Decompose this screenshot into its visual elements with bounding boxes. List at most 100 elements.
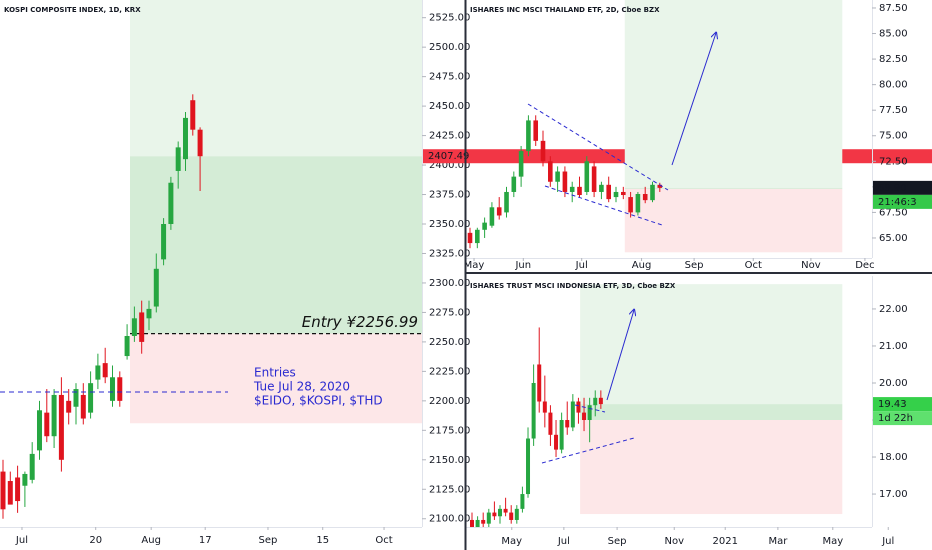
candle-body <box>628 197 633 213</box>
annotation: Tue Jul 28, 2020 <box>253 380 350 394</box>
plot <box>0 0 422 519</box>
x-tick-label: Jul <box>557 536 570 547</box>
candle-body <box>542 401 547 413</box>
countdown-box <box>873 411 932 426</box>
x-tick-label: Mar <box>768 536 788 547</box>
candle-body <box>58 394 64 460</box>
plot <box>467 0 843 253</box>
candle-body <box>599 184 604 192</box>
candle-body <box>503 508 508 513</box>
candle-body <box>29 453 35 480</box>
candle-body <box>526 438 531 495</box>
y-tick-label: 2400.00 <box>429 160 470 171</box>
countdown-box <box>873 194 932 209</box>
candle-body <box>95 365 101 380</box>
candle-body <box>514 508 519 520</box>
y-tick-label: 2475.00 <box>429 72 470 83</box>
candle-body <box>146 308 152 319</box>
plot <box>469 284 843 527</box>
candle-body <box>492 512 497 517</box>
y-tick-label: 2500.00 <box>429 42 470 53</box>
candle-body <box>576 401 581 413</box>
candle-body <box>15 477 21 502</box>
trend-line <box>527 103 669 191</box>
x-tick-label: May <box>822 536 843 547</box>
y-tick-label: 72.50 <box>879 156 908 167</box>
y-tick-label: 2450.00 <box>429 101 470 112</box>
countdown-label: 1d 22h <box>878 413 913 424</box>
y-tick-label: 17.00 <box>879 489 908 500</box>
target-zone <box>580 284 843 405</box>
candle-body <box>182 117 188 160</box>
y-tick-label: 2100.00 <box>429 514 470 525</box>
x-tick-label: 15 <box>316 535 329 546</box>
candle-body <box>109 377 115 401</box>
y-tick-label: 2350.00 <box>429 219 470 230</box>
y-tick-label: 2175.00 <box>429 425 470 436</box>
arrow <box>671 33 716 166</box>
candle-body <box>486 512 491 524</box>
x-tick-label: May <box>501 536 522 547</box>
y-tick-label: 18.00 <box>879 452 908 463</box>
x-tick-label: Jul <box>15 535 28 546</box>
x-tick-label: Dec <box>855 260 874 271</box>
candle-body <box>475 229 480 244</box>
x-tick-label: Nov <box>664 536 684 547</box>
x-tick-label: Aug <box>141 535 161 546</box>
y-tick-label: 2125.00 <box>429 484 470 495</box>
candle-body <box>582 412 587 421</box>
x-tick-label: May <box>464 260 485 271</box>
candle-body <box>554 434 559 450</box>
y-tick-label: 80.00 <box>879 80 908 91</box>
y-tick-label: 65.00 <box>879 233 908 244</box>
candle-body <box>642 194 648 201</box>
candle-body <box>161 224 167 260</box>
chart-title: ISHARES TRUST MSCI INDONESIA ETF, 3D, Cb… <box>470 282 676 290</box>
x-tick-label: 2021 <box>712 536 737 547</box>
candle-body <box>197 129 203 157</box>
y-tick-label: 82.50 <box>879 54 908 65</box>
y-tick-label: 67.50 <box>879 207 908 218</box>
y-tick-label: 2150.00 <box>429 455 470 466</box>
candle-body <box>0 471 6 510</box>
candle-body <box>22 473 28 486</box>
profit-zone <box>624 187 843 189</box>
stop-zone <box>624 188 843 253</box>
candle-body <box>635 194 641 213</box>
candle-body <box>509 512 514 520</box>
countdown-label: 21:46:3 <box>878 197 917 208</box>
last-price-label: 69.90 <box>878 183 907 194</box>
candle-body <box>36 410 42 451</box>
y-tick-label: 21.00 <box>879 341 908 352</box>
candle-body <box>621 191 626 196</box>
x-tick-label: 20 <box>89 535 102 546</box>
x-tick-label: Nov <box>801 260 821 271</box>
candle-body <box>73 389 79 407</box>
candle-body <box>613 191 619 198</box>
candle-body <box>168 182 174 225</box>
candle-body <box>80 394 86 419</box>
last-price-box <box>873 180 932 195</box>
candle-body <box>498 508 503 517</box>
x-tick-label: Sep <box>259 535 278 546</box>
y-tick-label: 2300.00 <box>429 278 470 289</box>
y-tick-label: 85.00 <box>879 29 908 40</box>
candle-body <box>481 519 486 524</box>
candle-body <box>593 397 598 406</box>
chart-title: KOSPI COMPOSITE INDEX, 1D, KRX <box>4 6 141 14</box>
candle-body <box>587 405 592 421</box>
candle-body <box>88 383 94 413</box>
candle-body <box>467 232 473 244</box>
profit-zone <box>580 404 843 421</box>
stop-zone <box>580 420 843 515</box>
candle-body <box>504 191 509 213</box>
candle-body <box>482 222 487 230</box>
x-tick-label: Oct <box>375 535 392 546</box>
y-tick-label: 75.00 <box>879 131 908 142</box>
annotation: $EIDO, $KOSPI, $THD <box>254 394 383 408</box>
candle-body <box>44 412 50 437</box>
y-tick-label: 87.50 <box>879 3 908 14</box>
candle-body <box>124 336 130 357</box>
